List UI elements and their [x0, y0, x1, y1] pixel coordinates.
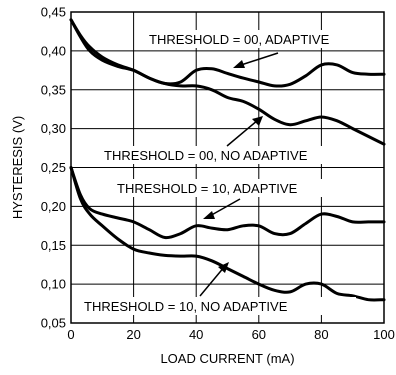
y-tick-label: 0,40: [41, 43, 66, 58]
x-tick-label: 0: [67, 327, 74, 342]
x-tick-label: 20: [126, 327, 140, 342]
x-tick-label: 60: [252, 327, 266, 342]
annotation-bg-1: [100, 146, 376, 164]
annotation-arrow-2: [203, 198, 241, 219]
y-tick-label: 0,25: [41, 160, 66, 175]
plot-frame: [70, 11, 385, 324]
x-axis-title: LOAD CURRENT (mA): [160, 351, 294, 366]
y-tick-label: 0,05: [41, 316, 66, 331]
annotation-threshold-00-no-adaptive: THRESHOLD = 00, NO ADAPTIVE: [104, 148, 308, 163]
tick-layer: 0 20 40 60 80 100 0,05 0,10 0,15 0,20 0,25 0,30 0,35…: [41, 5, 395, 343]
series-layer: [69, 18, 386, 302]
x-tick-label: 100: [373, 327, 395, 342]
y-tick-label: 0,20: [41, 199, 66, 214]
y-tick-label: 0,30: [41, 121, 66, 136]
x-tick-label: 80: [314, 327, 328, 342]
grid-layer: [70, 11, 385, 324]
annotation-arrow-1: [226, 116, 263, 147]
y-axis-title: HYSTERESIS (V): [10, 116, 25, 219]
x-tick-label: 40: [189, 327, 203, 342]
y-tick-label: 0,15: [41, 238, 66, 253]
annotation-threshold-00-adaptive: THRESHOLD = 00, ADAPTIVE: [149, 32, 330, 47]
annotation-threshold-10-adaptive: THRESHOLD = 10, ADAPTIVE: [117, 181, 298, 196]
series-threshold-00-no-adaptive: [69, 18, 386, 146]
series-threshold-10-adaptive: [69, 166, 386, 240]
annotation-bg-3: [80, 297, 356, 315]
y-tick-label: 0,35: [41, 82, 66, 97]
series-threshold-00-adaptive: [69, 18, 386, 88]
y-tick-label: 0,10: [41, 277, 66, 292]
series-threshold-10-no-adaptive: [69, 166, 386, 302]
annotation-arrow-0: [233, 52, 279, 68]
annotation-threshold-10-no-adaptive: THRESHOLD = 10, NO ADAPTIVE: [84, 299, 288, 314]
annotation-arrow-3: [199, 262, 229, 297]
annotation-bg-0: [142, 30, 380, 48]
annotation-bg-2: [112, 179, 348, 197]
y-tick-label: 0,45: [41, 5, 66, 20]
